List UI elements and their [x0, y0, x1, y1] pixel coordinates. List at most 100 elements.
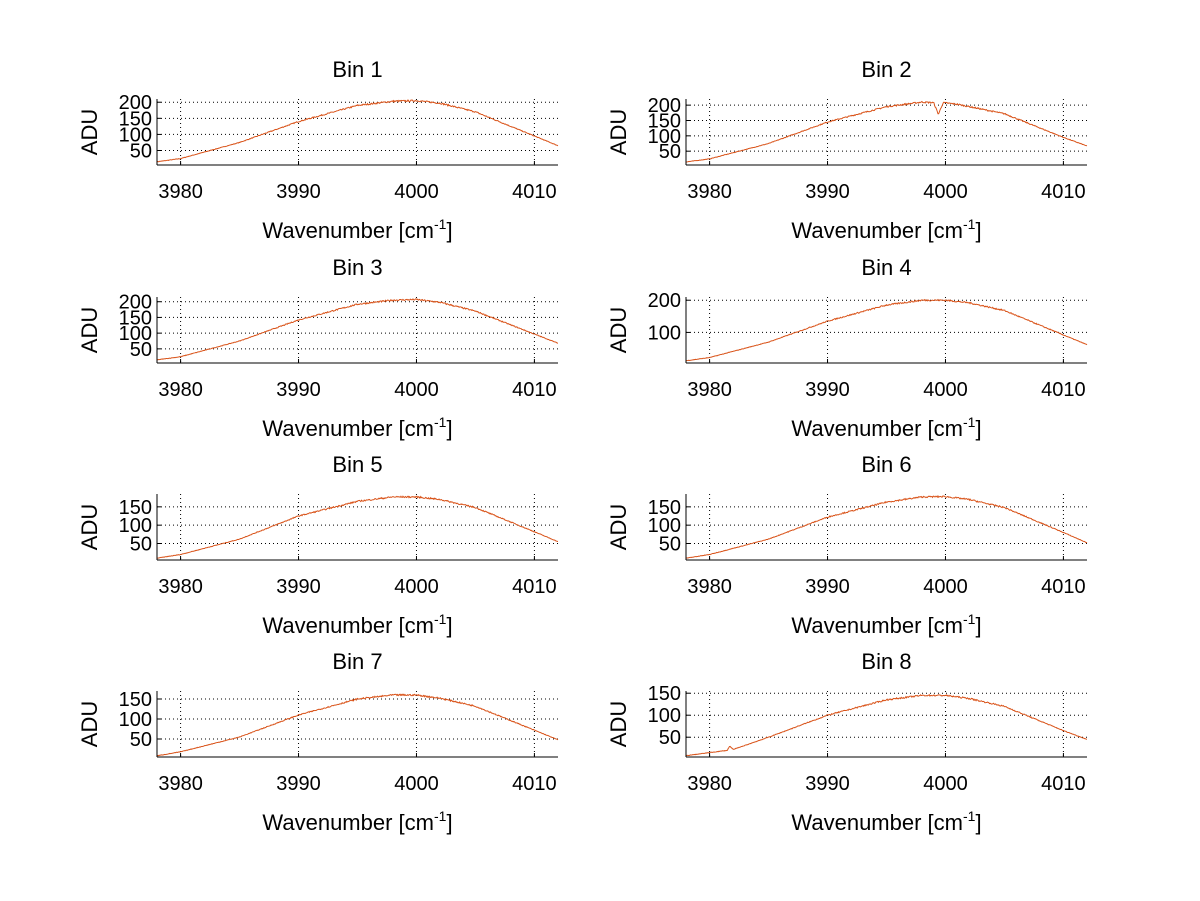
- series-line-spectrum: [156, 495, 559, 559]
- x-tick-label: 3990: [276, 576, 321, 598]
- subplot-title: Bin 8: [861, 649, 911, 674]
- y-axis-title: ADU: [77, 109, 102, 155]
- y-tick-label: 200: [119, 292, 152, 314]
- x-tick-label: 3980: [158, 576, 203, 598]
- x-axis-title-superscript: -1: [434, 216, 447, 232]
- x-axis-title: Wavenumber [cm-1]: [262, 808, 452, 835]
- y-axis-title: ADU: [606, 307, 631, 353]
- x-axis-title-superscript: -1: [434, 414, 447, 430]
- y-axis-title: ADU: [606, 701, 631, 747]
- y-tick-label: 50: [130, 141, 152, 163]
- x-axis-title-superscript: -1: [963, 611, 976, 627]
- x-axis-title-end: ]: [446, 613, 452, 638]
- x-axis-title-superscript: -1: [963, 808, 976, 824]
- x-axis-title: Wavenumber [cm-1]: [791, 414, 981, 441]
- axes-background: [686, 99, 1087, 165]
- axes-background: [157, 691, 558, 757]
- series-line-spectrum: [156, 298, 559, 361]
- x-axis-title-main: Wavenumber [cm: [791, 218, 963, 243]
- y-tick-label: 50: [130, 534, 152, 556]
- x-axis-title-end: ]: [975, 613, 981, 638]
- x-tick-label: 4010: [1041, 379, 1086, 401]
- x-tick-label: 3990: [805, 576, 850, 598]
- x-axis-title-superscript: -1: [963, 216, 976, 232]
- y-axis-title: ADU: [77, 504, 102, 550]
- x-tick-label: 3980: [687, 576, 732, 598]
- x-tick-label: 4000: [923, 379, 968, 401]
- x-axis-title: Wavenumber [cm-1]: [791, 611, 981, 638]
- y-tick-label: 200: [648, 290, 681, 312]
- series-line-spectrum: [156, 99, 559, 163]
- x-axis-title-superscript: -1: [434, 611, 447, 627]
- series-line-spectrum: [685, 494, 1088, 559]
- y-axis-title: ADU: [77, 701, 102, 747]
- y-tick-label: 150: [648, 683, 681, 705]
- y-tick-label: 150: [648, 497, 681, 519]
- x-tick-label: 4010: [512, 576, 557, 598]
- series-line-spectrum: [156, 693, 559, 757]
- y-tick-label: 100: [119, 323, 152, 345]
- x-tick-label: 4010: [1041, 773, 1086, 795]
- x-axis-title: Wavenumber [cm-1]: [791, 216, 981, 243]
- x-axis-title-main: Wavenumber [cm: [791, 613, 963, 638]
- x-axis-title: Wavenumber [cm-1]: [262, 611, 452, 638]
- x-axis-title: Wavenumber [cm-1]: [791, 808, 981, 835]
- x-axis-title-end: ]: [446, 416, 452, 441]
- x-tick-label: 4000: [394, 576, 439, 598]
- y-tick-label: 100: [648, 515, 681, 537]
- y-tick-label: 50: [130, 339, 152, 361]
- axes-background: [157, 494, 558, 560]
- x-axis-title: Wavenumber [cm-1]: [262, 414, 452, 441]
- x-axis-title-end: ]: [446, 218, 452, 243]
- subplot-title: Bin 3: [332, 255, 382, 280]
- x-tick-label: 4000: [923, 181, 968, 203]
- x-tick-label: 4000: [394, 181, 439, 203]
- x-axis-title-superscript: -1: [434, 808, 447, 824]
- subplot-bin-4: 3980 3990 4000 4010 100 200 Bin 4 ADU Wavenumber…: [606, 255, 1088, 441]
- x-tick-label: 4000: [923, 773, 968, 795]
- y-tick-label: 200: [648, 95, 681, 117]
- y-tick-label: 200: [119, 92, 152, 114]
- y-tick-label: 100: [119, 515, 152, 537]
- series-line-spectrum: [685, 298, 1088, 362]
- x-tick-label: 4010: [512, 773, 557, 795]
- x-tick-label: 3990: [276, 773, 321, 795]
- axes-background: [686, 691, 1087, 757]
- x-tick-label: 3980: [687, 773, 732, 795]
- x-axis-title-main: Wavenumber [cm: [262, 613, 434, 638]
- subplot-title: Bin 6: [861, 452, 911, 477]
- y-tick-label: 150: [119, 108, 152, 130]
- y-tick-label: 100: [648, 322, 681, 344]
- axes-background: [686, 494, 1087, 560]
- y-tick-label: 150: [119, 689, 152, 711]
- y-tick-label: 50: [659, 534, 681, 556]
- x-tick-label: 4010: [1041, 181, 1086, 203]
- x-axis-title-main: Wavenumber [cm: [791, 810, 963, 835]
- x-axis-title-end: ]: [975, 416, 981, 441]
- x-tick-label: 4000: [394, 379, 439, 401]
- subplot-title: Bin 5: [332, 452, 382, 477]
- subplot-title: Bin 4: [861, 255, 911, 280]
- x-tick-label: 3980: [158, 181, 203, 203]
- y-tick-label: 50: [659, 727, 681, 749]
- series-line-spectrum: [685, 100, 1088, 163]
- subplot-title: Bin 2: [861, 57, 911, 82]
- y-tick-label: 50: [130, 729, 152, 751]
- x-tick-label: 3980: [687, 379, 732, 401]
- x-axis-title: Wavenumber [cm-1]: [262, 216, 452, 243]
- x-axis-title-main: Wavenumber [cm: [791, 416, 963, 441]
- x-tick-label: 3980: [158, 773, 203, 795]
- x-axis-title-main: Wavenumber [cm: [262, 416, 434, 441]
- series-line-spectrum: [685, 693, 1088, 757]
- y-tick-label: 100: [648, 126, 681, 148]
- x-axis-title-superscript: -1: [963, 414, 976, 430]
- x-axis-title-main: Wavenumber [cm: [262, 218, 434, 243]
